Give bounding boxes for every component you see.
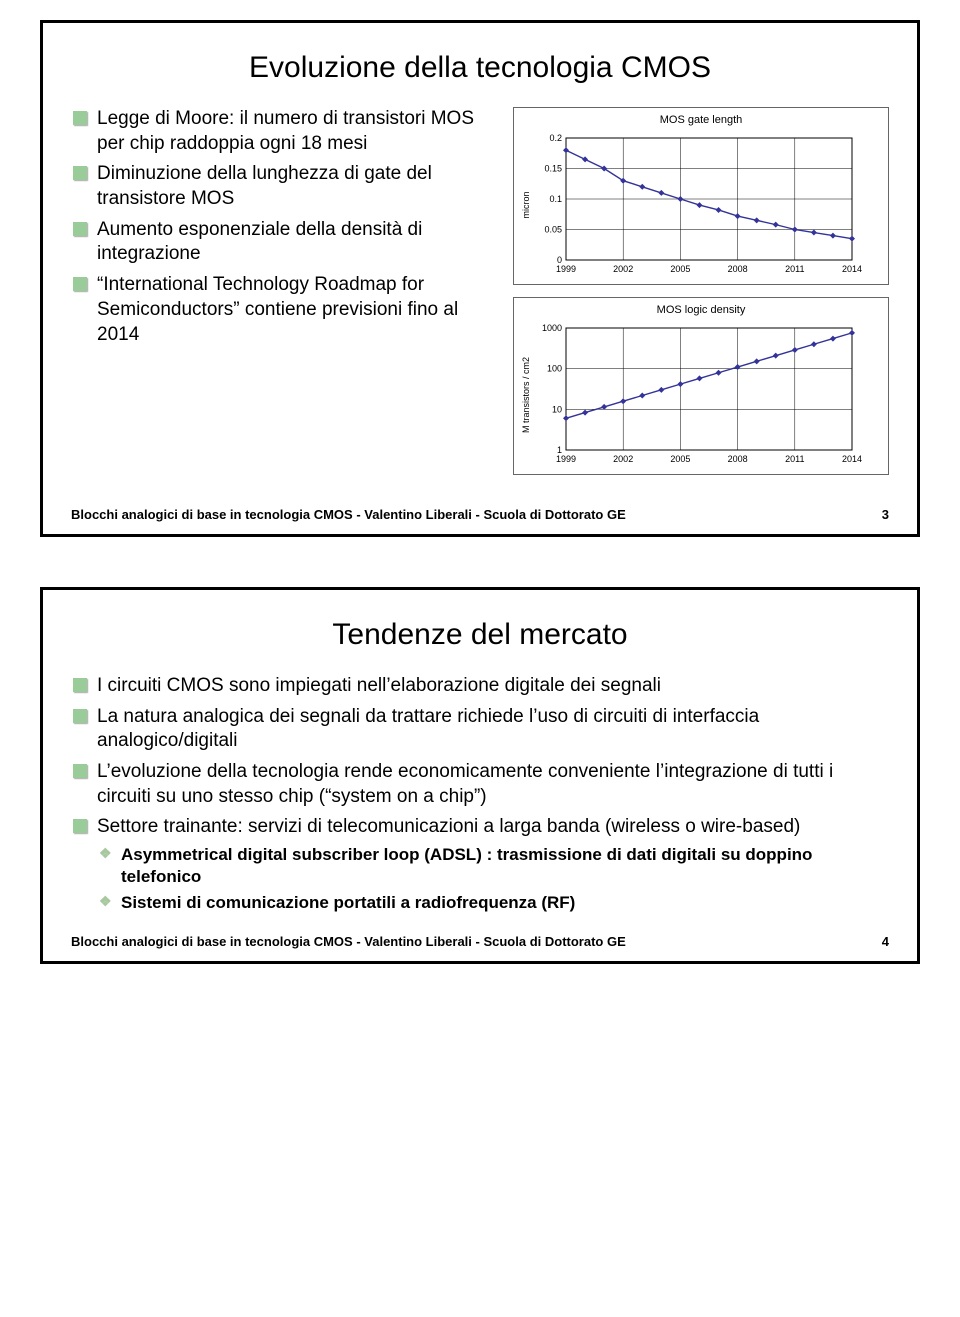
svg-text:2008: 2008 — [728, 454, 748, 464]
slide-body: Legge di Moore: il numero di transistori… — [71, 107, 889, 487]
footer-text: Blocchi analogici di base in tecnologia … — [71, 934, 626, 949]
svg-text:100: 100 — [547, 364, 562, 374]
slide-2: Tendenze del mercato I circuiti CMOS son… — [40, 587, 920, 964]
svg-text:2014: 2014 — [842, 454, 862, 464]
page-number: 4 — [882, 934, 889, 949]
page-number: 3 — [882, 507, 889, 522]
slide-footer: Blocchi analogici di base in tecnologia … — [71, 934, 889, 949]
svg-text:0.2: 0.2 — [549, 133, 562, 143]
slide-1: Evoluzione della tecnologia CMOS Legge d… — [40, 20, 920, 537]
slide-title: Evoluzione della tecnologia CMOS — [71, 51, 889, 85]
svg-text:2002: 2002 — [613, 264, 633, 274]
sub-bullet-item: Sistemi di comunicazione portatili a rad… — [97, 892, 889, 914]
bullet-item: Legge di Moore: il numero di transistori… — [71, 107, 501, 156]
svg-text:0.15: 0.15 — [544, 164, 562, 174]
chart-title: MOS logic density — [520, 304, 882, 316]
bullet-column: Legge di Moore: il numero di transistori… — [71, 107, 501, 487]
svg-text:2005: 2005 — [670, 264, 690, 274]
chart-title: MOS gate length — [520, 114, 882, 126]
svg-text:10: 10 — [552, 404, 562, 414]
bullet-list: I circuiti CMOS sono impiegati nell’elab… — [71, 674, 889, 914]
svg-text:2002: 2002 — [613, 454, 633, 464]
bullet-item: Settore trainante: servizi di telecomuni… — [71, 815, 889, 914]
bullet-item: Diminuzione della lunghezza di gate del … — [71, 162, 501, 211]
footer-text: Blocchi analogici di base in tecnologia … — [71, 507, 626, 522]
svg-text:1999: 1999 — [556, 454, 576, 464]
bullet-item: Aumento esponenziale della densità di in… — [71, 218, 501, 267]
sub-bullet-item: Asymmetrical digital subscriber loop (AD… — [97, 844, 889, 888]
svg-text:2005: 2005 — [670, 454, 690, 464]
svg-text:1000: 1000 — [542, 323, 562, 333]
svg-text:2011: 2011 — [785, 264, 804, 274]
bullet-item: L’evoluzione della tecnologia rende econ… — [71, 760, 889, 809]
bullet-text: Settore trainante: servizi di telecomuni… — [97, 816, 800, 837]
svg-text:1999: 1999 — [556, 264, 576, 274]
charts-column: MOS gate length micron 00.050.10.150.219… — [513, 107, 889, 487]
svg-text:2011: 2011 — [785, 454, 804, 464]
y-axis-label: M transistors / cm2 — [451, 389, 601, 401]
chart-gate-length: MOS gate length micron 00.050.10.150.219… — [513, 107, 889, 285]
bullet-item: I circuiti CMOS sono impiegati nell’elab… — [71, 674, 889, 699]
svg-text:2014: 2014 — [842, 264, 862, 274]
chart-logic-density: MOS logic density M transistors / cm2 11… — [513, 297, 889, 475]
slide-title: Tendenze del mercato — [71, 618, 889, 652]
bullet-item: La natura analogica dei segnali da tratt… — [71, 705, 889, 754]
slide-footer: Blocchi analogici di base in tecnologia … — [71, 507, 889, 522]
y-axis-label: micron — [451, 199, 601, 211]
bullet-item: “International Technology Roadmap for Se… — [71, 273, 501, 347]
svg-text:2008: 2008 — [728, 264, 748, 274]
svg-text:0.05: 0.05 — [544, 225, 562, 235]
